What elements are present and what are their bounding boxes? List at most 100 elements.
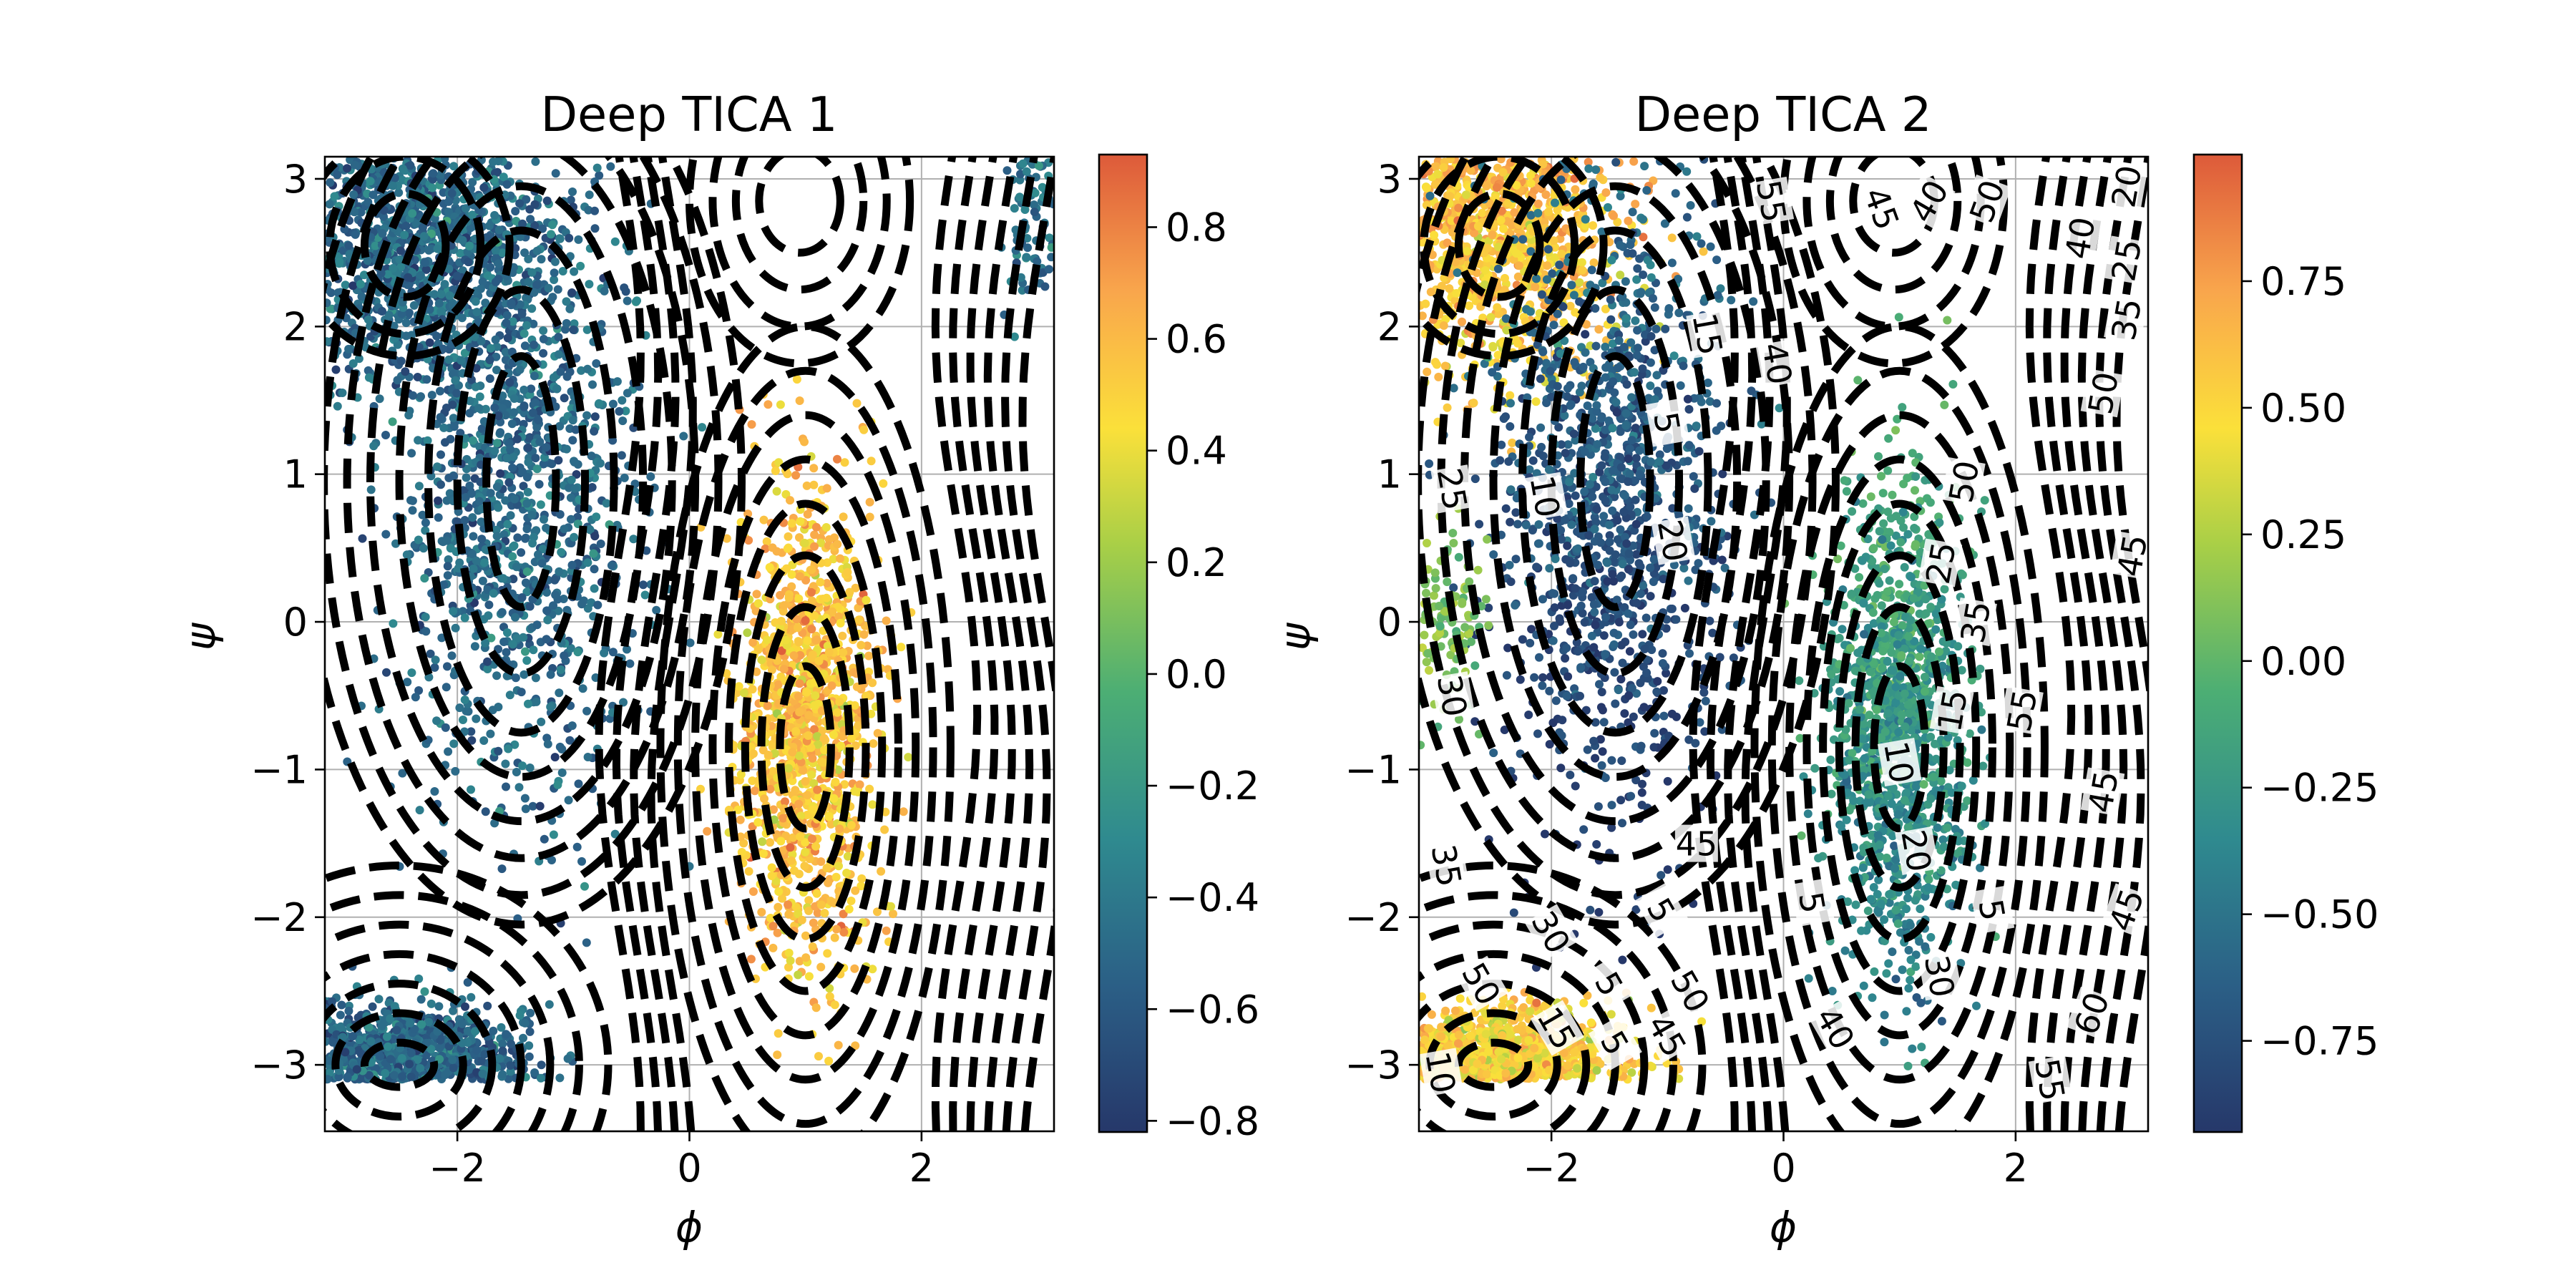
scatter-point [460, 613, 469, 623]
scatter-point [857, 882, 866, 891]
scatter-point [512, 768, 521, 776]
scatter-point [759, 849, 768, 858]
scatter-point [776, 836, 786, 846]
scatter-point [382, 1032, 391, 1041]
scatter-point [748, 638, 758, 647]
scatter-point [542, 443, 551, 452]
scatter-point [776, 400, 785, 409]
scatter-point [794, 909, 803, 919]
contour-lines [325, 157, 1054, 1131]
contour-line [325, 920, 555, 1131]
scatter-point [807, 625, 816, 634]
scatter-point [381, 530, 391, 539]
scatter-point [396, 246, 405, 255]
scatter-point [774, 1029, 783, 1038]
scatter-point [576, 261, 585, 270]
scatter-point [1030, 208, 1039, 217]
scatter-point [743, 628, 752, 638]
scatter-point [509, 452, 518, 462]
scatter-point [833, 454, 841, 464]
scatter-point [498, 248, 507, 258]
scatter-point [431, 655, 440, 665]
scatter-point [430, 663, 439, 672]
scatter-point [865, 784, 874, 794]
scatter-point [813, 908, 822, 917]
scatter-point [348, 281, 358, 291]
scatter-point [421, 265, 431, 274]
scatter-point [814, 656, 824, 665]
scatter-point [511, 207, 520, 216]
scatter-point [507, 419, 517, 429]
scatter-point [556, 665, 565, 674]
scatter-point [590, 224, 600, 233]
scatter-point [330, 192, 339, 201]
scatter-point [769, 766, 778, 776]
scatter-point [378, 307, 386, 316]
scatter-point [1439, 321, 1448, 330]
scatter-point [503, 519, 512, 529]
scatter-point [343, 1073, 352, 1082]
scatter-point [859, 425, 869, 434]
scatter-point [834, 612, 844, 621]
scatter-point [879, 479, 888, 488]
scatter-point [467, 550, 477, 559]
scatter-point [566, 493, 575, 502]
scatter-point [539, 459, 548, 469]
scatter-point [838, 732, 847, 741]
scatter-point [513, 533, 522, 542]
scatter-point [436, 450, 445, 459]
scatter-point [811, 1003, 821, 1013]
scatter-point [459, 716, 467, 724]
scatter-point [847, 897, 856, 905]
scatter-point [527, 268, 537, 277]
scatter-point [406, 161, 415, 170]
scatter-point [823, 641, 832, 650]
colorbar-tick-label: 0.0 [1166, 652, 1227, 697]
scatter-point [524, 699, 532, 708]
scatter-point [854, 615, 864, 625]
scatter-point [413, 373, 422, 381]
scatter-point [426, 244, 436, 253]
colorbar-tick-label: −0.8 [1166, 1098, 1259, 1143]
scatter-point [580, 882, 589, 891]
scatter-point [498, 1070, 507, 1079]
scatter-point [515, 365, 525, 374]
contour-line [949, 157, 999, 1131]
scatter-point [767, 665, 776, 675]
scatter-point [490, 210, 499, 220]
scatter-point [799, 766, 808, 775]
scatter-point [532, 526, 541, 535]
scatter-point [808, 753, 817, 763]
scatter-point [465, 409, 474, 418]
scatter-point [446, 544, 455, 553]
scatter-point [449, 162, 459, 171]
scatter-point [550, 257, 560, 266]
scatter-point [364, 373, 374, 382]
scatter-point [481, 807, 490, 816]
scatter-point [507, 1039, 515, 1048]
scatter-point [762, 537, 771, 546]
scatter-point [366, 485, 376, 494]
scatter-point [573, 648, 582, 657]
scatter-point [432, 716, 441, 726]
scatter-point [511, 673, 520, 683]
scatter-point [759, 515, 769, 525]
scatter-point [537, 1060, 546, 1070]
scatter-point [766, 784, 775, 794]
contour-line [755, 157, 844, 257]
scatter-point [1551, 253, 1559, 262]
colorbar-tick-label: −0.2 [1166, 763, 1259, 809]
colorbar-gradient [1098, 153, 1148, 1133]
scatter-point [407, 449, 416, 458]
scatter-point [391, 539, 400, 548]
scatter-point [486, 263, 495, 272]
scatter-point [328, 997, 336, 1006]
contour-line [983, 157, 1034, 1131]
scatter-point [351, 230, 360, 239]
scatter-point [472, 714, 481, 723]
scatter-point [796, 832, 805, 841]
scatter-point [774, 680, 783, 689]
scatter-point [429, 169, 438, 178]
scatter-point [617, 451, 626, 460]
scatter-point [792, 615, 801, 624]
